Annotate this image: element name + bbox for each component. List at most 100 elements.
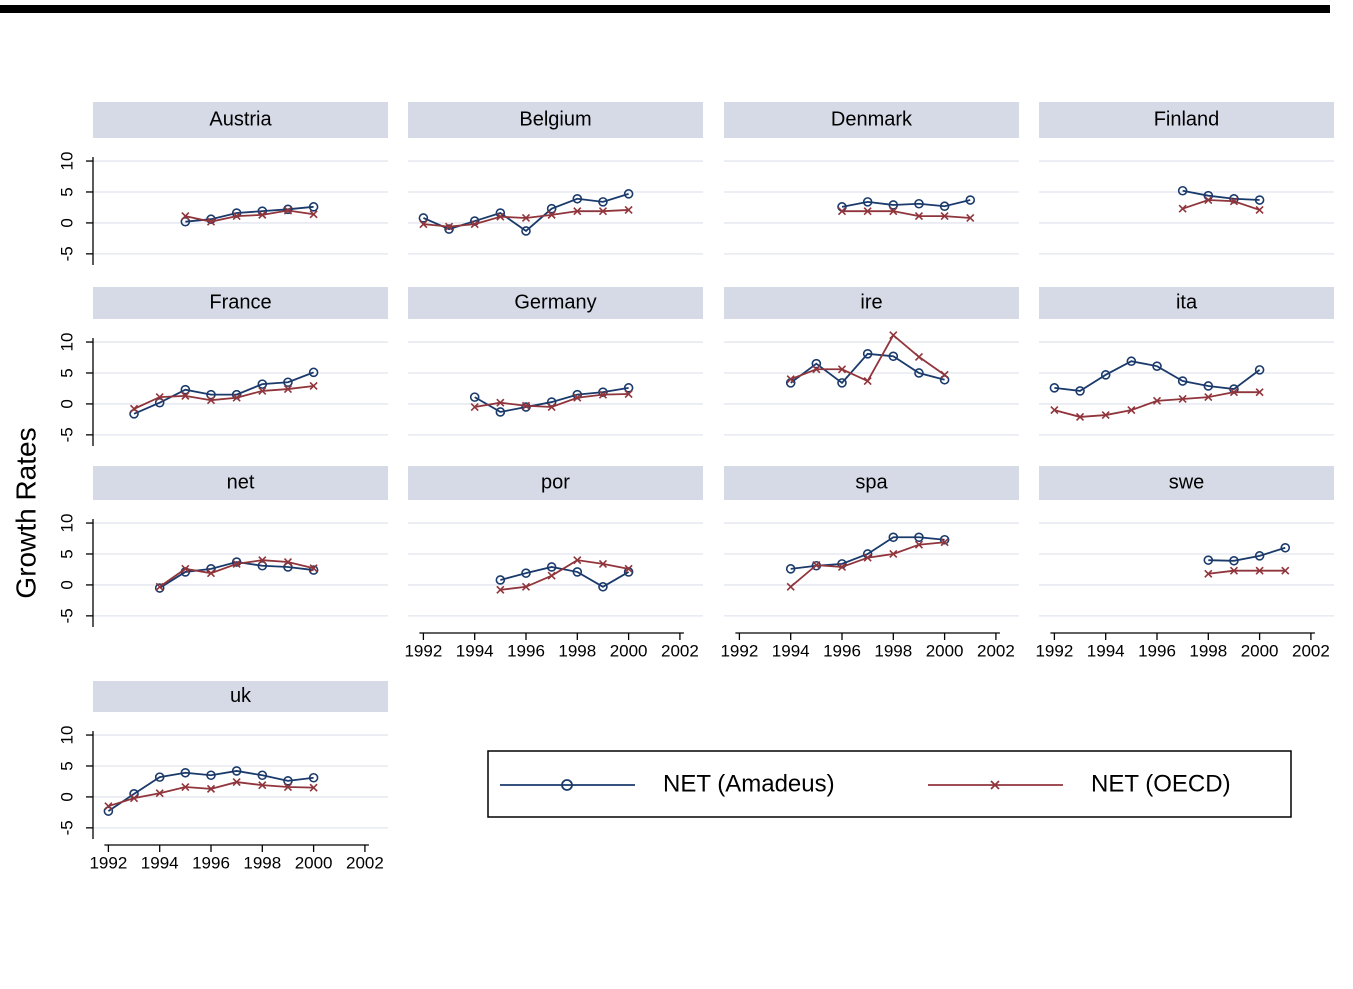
series-line bbox=[790, 541, 945, 588]
marker bbox=[155, 393, 164, 402]
marker bbox=[470, 402, 479, 412]
x-tick-label: 2000 bbox=[295, 853, 333, 872]
marker bbox=[1178, 204, 1187, 213]
y-tick-label: 10 bbox=[57, 514, 76, 533]
marker bbox=[572, 567, 583, 577]
marker bbox=[1075, 412, 1085, 421]
marker bbox=[206, 217, 216, 226]
marker bbox=[309, 564, 318, 573]
marker bbox=[496, 212, 505, 221]
panel-title: spa bbox=[855, 471, 888, 493]
marker bbox=[419, 220, 428, 229]
x-tick-label: 2002 bbox=[661, 641, 699, 660]
marker bbox=[624, 389, 633, 399]
panel-title: Belgium bbox=[519, 108, 591, 130]
marker bbox=[1229, 197, 1239, 206]
marker bbox=[546, 562, 557, 572]
panel-header bbox=[1039, 102, 1334, 138]
panel-title: Denmark bbox=[831, 108, 913, 130]
marker bbox=[206, 214, 216, 225]
marker bbox=[914, 212, 924, 221]
marker bbox=[283, 377, 293, 388]
marker bbox=[573, 556, 582, 565]
marker bbox=[521, 213, 531, 223]
marker bbox=[309, 381, 318, 391]
marker bbox=[258, 556, 267, 565]
y-tick-label: 0 bbox=[57, 792, 76, 801]
marker bbox=[1050, 406, 1059, 415]
marker bbox=[154, 772, 165, 782]
panel-header bbox=[93, 466, 388, 500]
marker bbox=[232, 778, 241, 787]
x-tick-label: 1996 bbox=[1138, 641, 1176, 660]
x-tick-label: 2000 bbox=[926, 641, 964, 660]
marker bbox=[1204, 393, 1213, 402]
panel-title: uk bbox=[230, 685, 252, 707]
marker bbox=[546, 203, 557, 214]
series-line bbox=[1182, 199, 1260, 211]
panel-header bbox=[724, 287, 1019, 319]
x-tick-label: 1992 bbox=[89, 853, 127, 872]
marker bbox=[181, 391, 190, 400]
legend-box bbox=[487, 750, 1292, 818]
y-tick-label: 0 bbox=[57, 580, 76, 589]
marker bbox=[939, 201, 950, 212]
y-tick-label: -5 bbox=[57, 820, 76, 835]
y-tick-label: -5 bbox=[57, 427, 76, 442]
marker bbox=[1101, 410, 1110, 420]
marker bbox=[1255, 566, 1264, 575]
marker bbox=[154, 583, 165, 593]
marker bbox=[837, 562, 847, 572]
marker bbox=[232, 393, 241, 402]
marker bbox=[914, 368, 924, 378]
marker bbox=[469, 392, 480, 402]
marker bbox=[206, 569, 216, 578]
marker bbox=[623, 189, 634, 199]
marker bbox=[257, 379, 268, 389]
marker bbox=[231, 557, 242, 567]
marker bbox=[598, 581, 608, 592]
marker bbox=[283, 385, 293, 394]
marker bbox=[940, 212, 949, 221]
marker bbox=[1203, 381, 1214, 391]
marker bbox=[496, 398, 505, 407]
marker bbox=[547, 210, 556, 219]
marker bbox=[812, 561, 821, 570]
marker bbox=[786, 375, 795, 384]
marker bbox=[181, 564, 190, 573]
marker bbox=[444, 222, 454, 231]
marker bbox=[521, 401, 531, 410]
marker bbox=[180, 216, 191, 227]
series-line bbox=[1208, 569, 1286, 575]
marker bbox=[232, 559, 241, 568]
marker bbox=[940, 370, 949, 379]
marker bbox=[598, 559, 608, 568]
series-line bbox=[107, 770, 314, 812]
marker bbox=[547, 402, 556, 412]
marker bbox=[1254, 195, 1265, 205]
marker bbox=[154, 397, 165, 408]
legend-marker bbox=[990, 780, 1000, 790]
marker bbox=[1127, 406, 1136, 415]
panel-title: Germany bbox=[514, 291, 596, 313]
marker bbox=[180, 384, 191, 395]
marker bbox=[1255, 388, 1264, 397]
marker bbox=[1152, 396, 1162, 405]
marker bbox=[966, 213, 975, 223]
marker bbox=[889, 207, 898, 216]
marker bbox=[914, 540, 924, 549]
marker bbox=[1229, 388, 1239, 397]
y-axis-title: Growth Rates bbox=[10, 427, 41, 598]
marker bbox=[863, 207, 872, 216]
x-tick-label: 2000 bbox=[1241, 641, 1279, 660]
x-tick-label: 1996 bbox=[192, 853, 230, 872]
marker bbox=[914, 352, 924, 361]
x-tick-label: 1998 bbox=[874, 641, 912, 660]
x-tick-label: 2002 bbox=[346, 853, 384, 872]
x-tick-label: 2002 bbox=[1292, 641, 1330, 660]
marker bbox=[258, 210, 267, 219]
marker bbox=[573, 393, 582, 402]
marker bbox=[231, 766, 242, 776]
marker bbox=[418, 213, 429, 223]
marker bbox=[496, 585, 505, 594]
